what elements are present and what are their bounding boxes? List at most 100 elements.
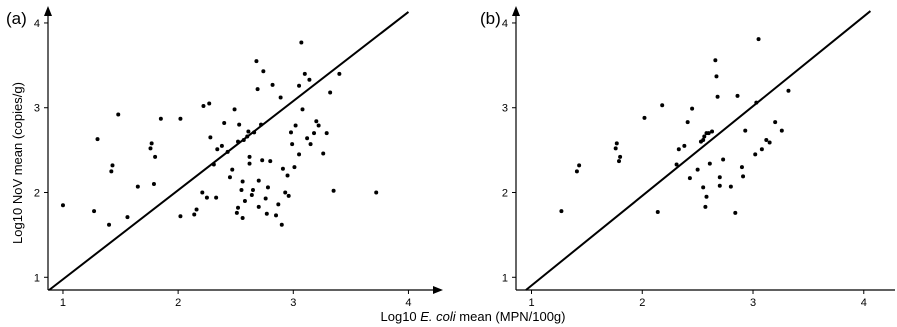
- data-point: [268, 159, 273, 164]
- data-point: [617, 159, 622, 164]
- data-point: [207, 101, 212, 106]
- data-point: [236, 139, 241, 144]
- data-point: [312, 131, 317, 136]
- data-point: [222, 120, 227, 125]
- data-point: [324, 131, 329, 136]
- data-point: [316, 123, 321, 128]
- data-point: [733, 210, 738, 215]
- data-point: [613, 146, 618, 151]
- data-point: [256, 204, 261, 209]
- data-point: [328, 90, 333, 95]
- data-point: [60, 203, 65, 208]
- data-point: [200, 190, 205, 195]
- data-point: [204, 195, 209, 200]
- data-point: [211, 162, 216, 167]
- x-tick-label: 4: [861, 297, 867, 309]
- data-point: [292, 165, 297, 170]
- y-axis-title: Log10 NoV mean (copies/g): [10, 82, 25, 244]
- data-point: [779, 128, 784, 133]
- data-point: [232, 107, 237, 112]
- data-point: [704, 194, 709, 199]
- data-point: [276, 202, 281, 207]
- data-point: [278, 95, 283, 100]
- data-point: [237, 122, 242, 127]
- data-point: [256, 178, 261, 183]
- panel-b: (b) 1 2 3 4 1 2 3 4: [480, 6, 895, 309]
- data-point: [283, 190, 288, 195]
- data-point: [374, 190, 379, 195]
- data-point: [148, 146, 153, 151]
- data-point: [321, 151, 326, 156]
- y-axis-arrow: [512, 6, 520, 16]
- data-point: [721, 157, 726, 162]
- data-point: [255, 87, 260, 92]
- y-tick-label: 2: [502, 188, 508, 200]
- data-point: [308, 142, 313, 147]
- data-point: [297, 152, 302, 157]
- data-point: [192, 212, 197, 217]
- data-point: [337, 71, 342, 76]
- data-point: [149, 141, 154, 146]
- data-point: [219, 143, 224, 148]
- data-point: [241, 137, 246, 142]
- axes-b: 1 2 3 4 1 2 3 4: [502, 6, 895, 309]
- data-point: [279, 222, 284, 227]
- data-point: [305, 136, 310, 141]
- data-point: [259, 122, 264, 127]
- data-point: [687, 176, 692, 181]
- data-point: [703, 204, 708, 209]
- y-tick-label: 2: [34, 188, 40, 200]
- data-point: [227, 175, 232, 180]
- data-point: [214, 195, 219, 200]
- data-point: [685, 120, 690, 125]
- data-point: [240, 179, 245, 184]
- data-point: [225, 149, 230, 154]
- data-point: [767, 140, 772, 145]
- data-point: [559, 209, 564, 214]
- data-point: [706, 131, 711, 136]
- data-point: [302, 71, 307, 76]
- data-point: [577, 163, 582, 168]
- data-point: [240, 215, 245, 220]
- data-point: [95, 137, 100, 142]
- data-point: [642, 115, 647, 120]
- data-point: [773, 120, 778, 125]
- x-axis-title-suffix: mean (MPN/100g): [456, 309, 566, 324]
- data-point: [756, 37, 761, 42]
- x-tick-label: 2: [639, 297, 645, 309]
- data-point: [701, 137, 706, 142]
- data-point: [331, 188, 336, 193]
- data-point: [254, 59, 259, 64]
- data-point: [265, 185, 270, 190]
- data-point: [314, 119, 319, 124]
- data-point: [743, 128, 748, 133]
- data-point: [741, 174, 746, 179]
- data-point: [739, 165, 744, 170]
- data-point: [754, 100, 759, 105]
- data-point: [714, 74, 719, 79]
- axes-a: 1 2 3 4 1 2 3 4: [34, 6, 443, 309]
- data-point: [239, 187, 244, 192]
- data-point: [247, 154, 252, 159]
- x-tick-label: 2: [175, 297, 181, 309]
- data-point: [290, 142, 295, 147]
- data-point: [753, 152, 758, 157]
- y-tick-label: 1: [34, 272, 40, 284]
- y-tick-label: 4: [502, 18, 508, 30]
- data-point: [701, 185, 706, 190]
- data-point: [759, 147, 764, 152]
- data-point: [676, 147, 681, 152]
- x-axis-title-italic: E. coli: [420, 309, 457, 324]
- data-point: [713, 58, 718, 63]
- data-point: [717, 183, 722, 188]
- data-point: [194, 207, 199, 212]
- y-tick-label: 4: [34, 18, 40, 30]
- panel-label-a: (a): [6, 9, 27, 28]
- data-point: [574, 169, 579, 174]
- data-point: [655, 210, 660, 215]
- data-point: [245, 134, 250, 139]
- data-point: [288, 130, 293, 135]
- reference-line: [525, 10, 872, 291]
- data-point: [178, 214, 183, 219]
